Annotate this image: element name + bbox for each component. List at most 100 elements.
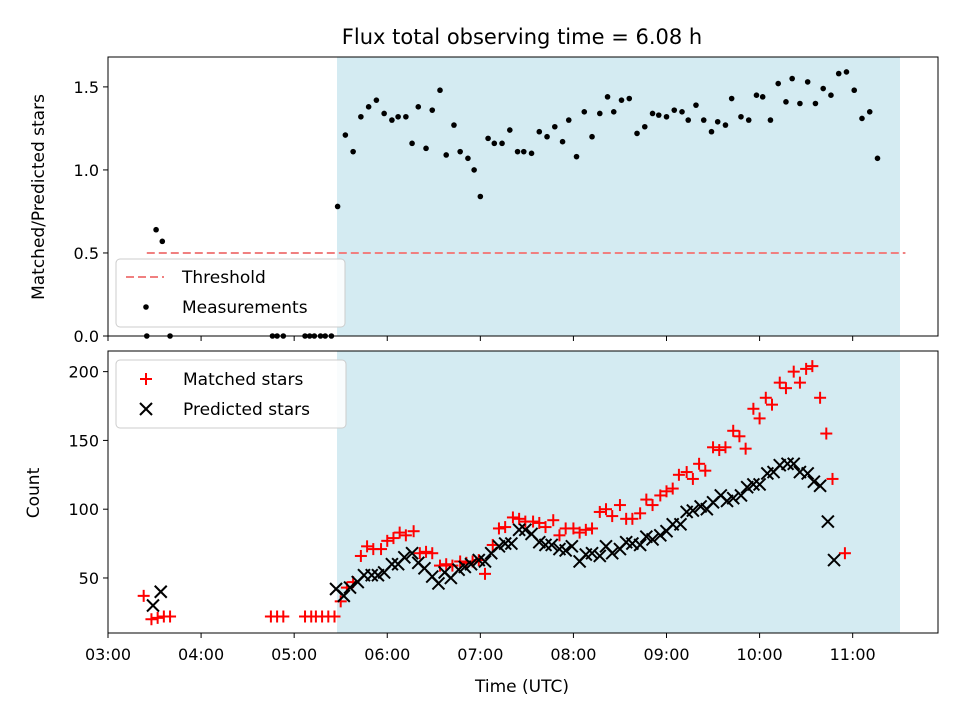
measurement-point bbox=[610, 109, 617, 115]
measurement-point bbox=[409, 140, 415, 147]
matched-star-point bbox=[434, 559, 446, 572]
measurement-point bbox=[671, 107, 678, 113]
predicted-star-point bbox=[518, 523, 533, 537]
measurement-point bbox=[365, 104, 372, 110]
predicted-star-point bbox=[780, 457, 795, 471]
predicted-stars-legend-label: Predicted stars bbox=[183, 400, 310, 420]
x-tick-label: 11:00 bbox=[830, 645, 876, 664]
measurement-point bbox=[485, 135, 491, 142]
predicted-star-point bbox=[673, 517, 688, 532]
matched-star-point bbox=[399, 529, 412, 542]
measurement-point bbox=[520, 148, 527, 155]
top-legend: Threshold Measurements bbox=[115, 258, 346, 328]
matched-star-point bbox=[586, 522, 599, 535]
matched-star-point bbox=[151, 611, 164, 624]
measurement-point bbox=[843, 69, 850, 75]
matched-star-point bbox=[513, 512, 526, 525]
predicted-star-point bbox=[827, 553, 841, 567]
measurement-point bbox=[700, 117, 707, 123]
predicted-star-point bbox=[645, 532, 660, 547]
predicted-star-point bbox=[478, 554, 492, 569]
matched-star-point bbox=[766, 398, 778, 411]
measurement-point bbox=[528, 150, 535, 157]
matched-star-point bbox=[593, 505, 606, 518]
measurement-point bbox=[679, 109, 685, 115]
predicted-star-point bbox=[538, 538, 553, 552]
measurement-point bbox=[783, 99, 789, 105]
measurement-point bbox=[812, 100, 819, 107]
matched-star-point bbox=[707, 441, 720, 454]
matched-star-point bbox=[787, 365, 800, 378]
measurement-point bbox=[536, 128, 543, 135]
matched-star-point bbox=[446, 559, 459, 572]
predicted-star-point bbox=[544, 538, 559, 552]
predicted-star-point bbox=[343, 580, 357, 595]
matched-star-point bbox=[646, 499, 659, 512]
measurement-point bbox=[389, 117, 395, 123]
bottom-y-axis-label: Count bbox=[24, 467, 44, 518]
x-axis-label: Time (UTC) bbox=[474, 677, 569, 697]
measurement-point bbox=[565, 117, 572, 123]
measurement-point bbox=[552, 123, 558, 130]
measurement-point bbox=[443, 152, 450, 158]
predicted-star-point bbox=[565, 539, 579, 554]
measurement-point bbox=[618, 97, 625, 103]
measurement-point bbox=[514, 148, 521, 155]
matched-star-point bbox=[806, 360, 819, 373]
measurement-point bbox=[491, 140, 498, 147]
x-tick-label: 10:00 bbox=[737, 645, 783, 664]
measurement-point bbox=[437, 87, 443, 94]
matched-star-point bbox=[773, 376, 786, 389]
measurement-point bbox=[835, 70, 842, 77]
measurement-point bbox=[507, 127, 513, 133]
matched-star-point bbox=[164, 610, 177, 623]
predicted-star-point bbox=[464, 557, 478, 571]
matched-star-point bbox=[640, 493, 653, 506]
measurement-point bbox=[641, 123, 648, 130]
measurement-point bbox=[423, 145, 429, 152]
measurement-point bbox=[851, 87, 858, 94]
matched-star-point bbox=[672, 468, 685, 481]
matched-star-point bbox=[733, 430, 746, 443]
predicted-star-point bbox=[734, 488, 748, 503]
measurement-point bbox=[708, 128, 715, 135]
measurement-point bbox=[596, 110, 603, 117]
measurement-point bbox=[753, 92, 760, 98]
predicted-star-point bbox=[813, 479, 827, 493]
top-panel: 0.0 0.5 1.0 1.5 Matched/Predicted stars Thr… bbox=[29, 56, 939, 346]
predicted-star-point bbox=[787, 457, 801, 471]
matched-star-point bbox=[328, 610, 341, 623]
matched-star-point bbox=[387, 532, 400, 545]
matched-star-point bbox=[567, 522, 580, 535]
matched-star-point bbox=[334, 595, 347, 608]
x-tick-label: 09:00 bbox=[643, 645, 689, 664]
predicted-star-point bbox=[821, 514, 835, 529]
predicted-star-point bbox=[746, 477, 761, 492]
measurement-point bbox=[350, 148, 356, 155]
predicted-star-point bbox=[146, 598, 160, 613]
matched-star-point bbox=[145, 613, 158, 626]
matched-star-point bbox=[613, 499, 626, 512]
x-tick-label: 03:00 bbox=[85, 645, 131, 664]
bottom-y-tick-label: 150 bbox=[68, 431, 99, 450]
measurement-point bbox=[859, 115, 865, 122]
bottom-legend: Matched stars Predicted stars bbox=[115, 359, 347, 429]
matched-star-point bbox=[699, 464, 712, 477]
measurement-point bbox=[159, 238, 166, 245]
measurement-point bbox=[471, 167, 477, 173]
predicted-stars-legend-marker bbox=[139, 402, 153, 416]
measurement-point bbox=[874, 155, 881, 162]
measurement-point bbox=[663, 113, 670, 120]
measurement-point bbox=[767, 117, 774, 123]
measurements-legend-marker bbox=[143, 304, 149, 310]
predicted-star-point bbox=[585, 546, 599, 560]
measurement-point bbox=[358, 113, 364, 120]
top-y-tick-label: 0.5 bbox=[74, 244, 99, 263]
measurement-point bbox=[626, 95, 633, 102]
predicted-star-point bbox=[800, 466, 815, 481]
bottom-y-tick-label: 200 bbox=[68, 363, 99, 382]
measurement-point bbox=[722, 122, 729, 128]
matched-star-point bbox=[680, 466, 693, 479]
measurement-point bbox=[738, 113, 744, 120]
